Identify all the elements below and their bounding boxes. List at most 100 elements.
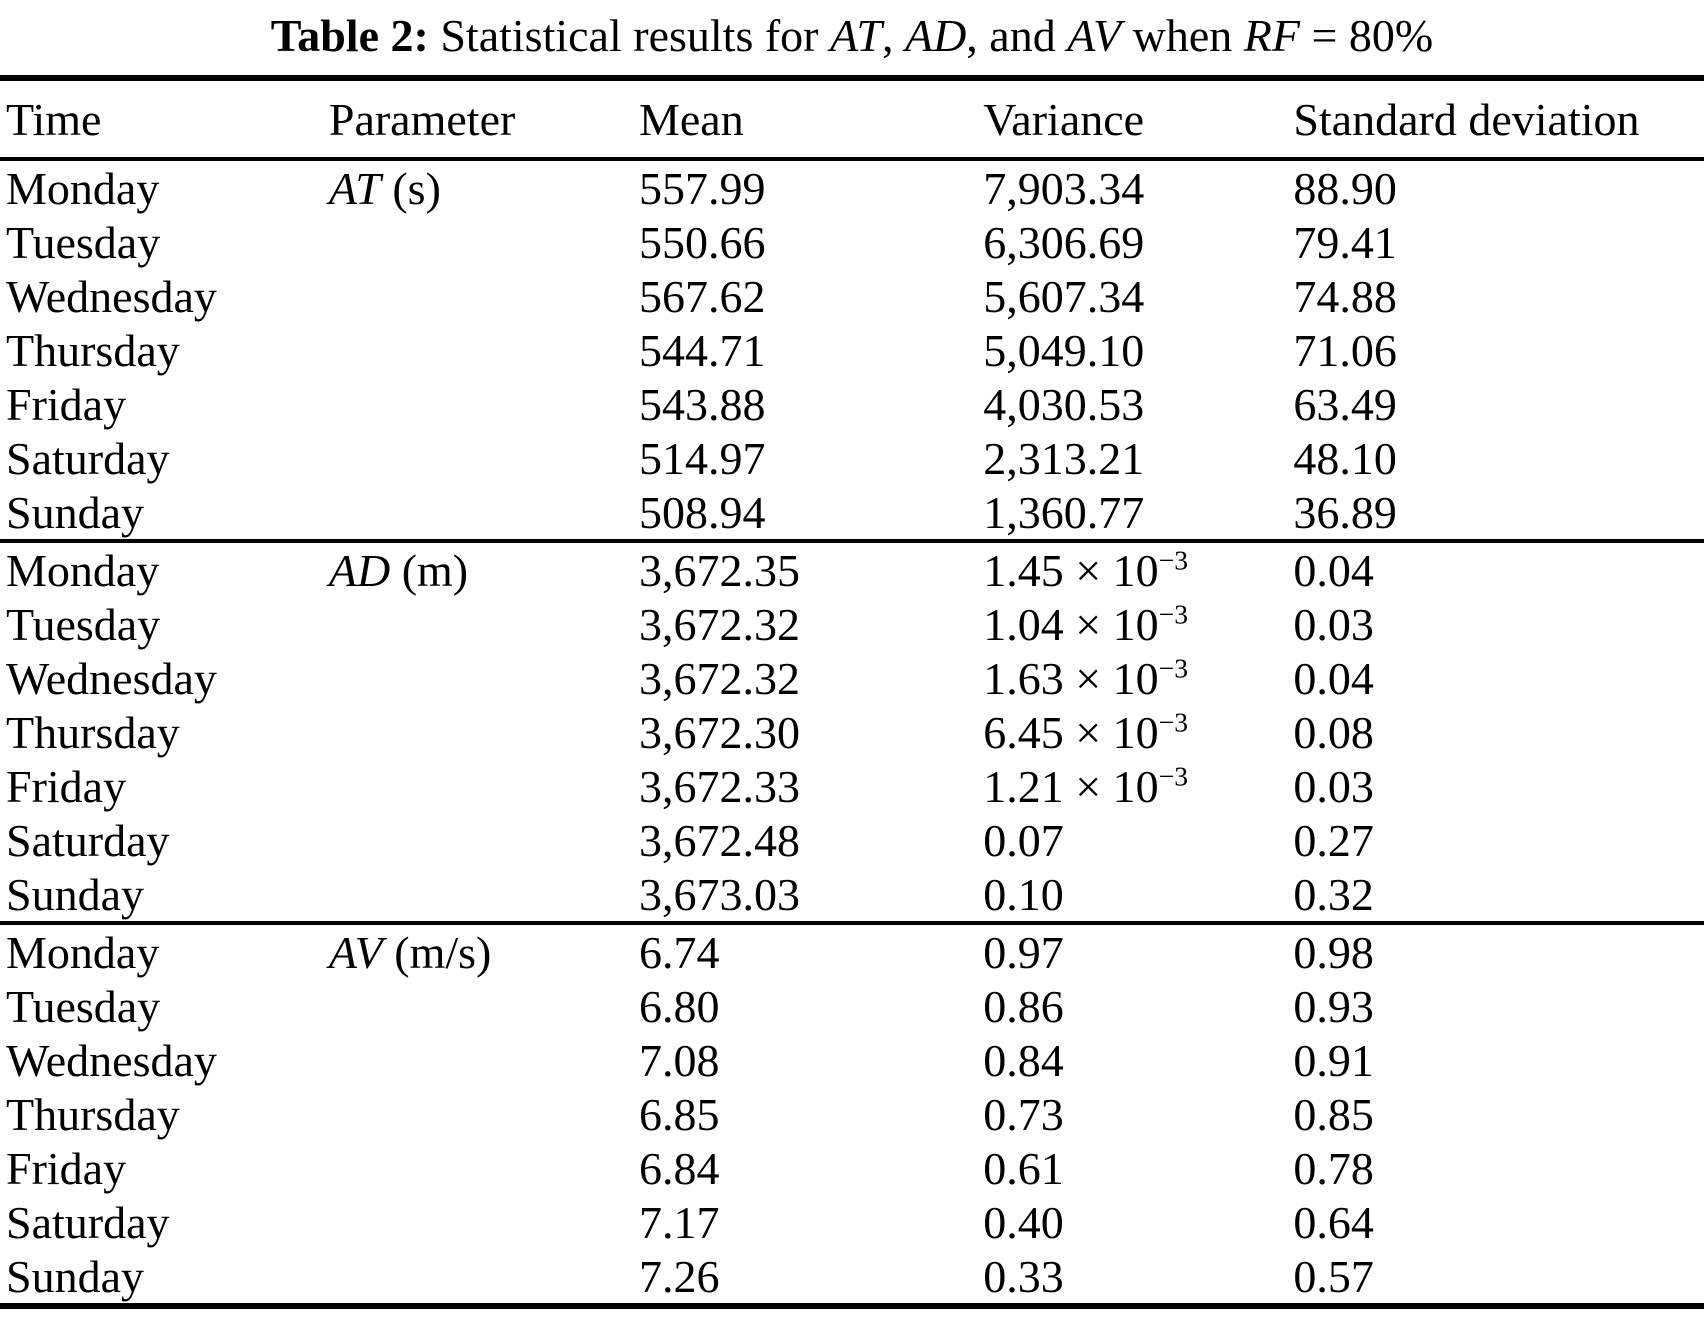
cell-variance: 0.97 [983, 921, 1294, 980]
cell-std: 0.85 [1293, 1088, 1374, 1140]
table-row: Tuesday 3,672.32 1.04 × 10−3 0.03 [0, 597, 1704, 651]
cell-variance: 4,030.53 [983, 378, 1145, 430]
table-row: Sunday 3,673.03 0.10 0.32 [0, 867, 1704, 923]
caption-var-rf: RF [1243, 10, 1300, 61]
cell-std: 0.08 [1293, 706, 1374, 758]
col-header-parameter: Parameter [328, 78, 639, 162]
cell-mean: 3,672.30 [638, 706, 800, 758]
table-row: Wednesday 567.62 5,607.34 74.88 [0, 269, 1704, 323]
cell-std: 0.57 [1293, 1250, 1374, 1302]
parameter-symbol: AV [328, 926, 383, 978]
caption-text: Statistical results for [428, 10, 830, 61]
table-row: Thursday 544.71 5,049.10 71.06 [0, 323, 1704, 377]
cell-parameter [329, 485, 639, 541]
cell-std: 0.91 [1293, 1034, 1374, 1086]
cell-time: Friday [6, 378, 127, 430]
cell-mean: 550.66 [638, 216, 766, 268]
parameter-unit: (s) [380, 162, 441, 214]
cell-std: 0.93 [1293, 980, 1374, 1032]
cell-parameter [329, 867, 639, 923]
cell-parameter [329, 1141, 639, 1195]
cell-std: 74.88 [1293, 270, 1397, 322]
table-row: Tuesday 6.80 0.86 0.93 [0, 979, 1704, 1033]
caption-var-ad: AD [904, 10, 967, 61]
caption-label: Table 2: [270, 10, 429, 61]
cell-variance: 1,360.77 [983, 486, 1145, 538]
table-row: Monday AD (m) 3,672.35 1.45 × 10−3 0.04 [0, 539, 1704, 598]
cell-parameter [329, 705, 639, 759]
variance-exponent: −3 [1158, 544, 1188, 576]
cell-parameter [329, 1033, 639, 1087]
parameter-symbol: AT [328, 162, 381, 214]
cell-std: 63.49 [1293, 378, 1397, 430]
parameter-symbol: AD [328, 544, 391, 596]
cell-variance: 0.33 [983, 1250, 1064, 1302]
cell-variance: 1.04 × 10−3 [983, 598, 1188, 650]
cell-variance: 0.40 [983, 1196, 1064, 1248]
table-row: Thursday 6.85 0.73 0.85 [0, 1087, 1704, 1141]
cell-mean: 508.94 [638, 486, 766, 538]
section-at: Monday AT (s) 557.99 7,903.34 88.90 Tues… [0, 159, 1704, 541]
cell-variance: 5,607.34 [983, 270, 1145, 322]
cell-parameter [329, 431, 639, 485]
variance-exponent: −3 [1158, 706, 1188, 738]
cell-mean: 6.85 [638, 1088, 720, 1140]
table-row: Sunday 508.94 1,360.77 36.89 [0, 485, 1704, 541]
col-header-std: Standard deviation [1293, 78, 1704, 162]
table-row: Wednesday 3,672.32 1.63 × 10−3 0.04 [0, 651, 1704, 705]
cell-variance: 1.21 × 10−3 [983, 760, 1188, 812]
cell-variance: 0.10 [983, 868, 1064, 920]
cell-std: 79.41 [1293, 216, 1397, 268]
cell-std: 0.78 [1293, 1142, 1374, 1194]
cell-parameter [329, 1087, 639, 1141]
cell-mean: 557.99 [638, 162, 766, 214]
table-row: Wednesday 7.08 0.84 0.91 [0, 1033, 1704, 1087]
caption-var-av: AV [1067, 10, 1122, 61]
cell-variance: 0.73 [983, 1088, 1064, 1140]
cell-variance: 0.86 [983, 980, 1064, 1032]
cell-mean: 6.80 [638, 980, 720, 1032]
variance-exponent: −3 [1158, 652, 1188, 684]
cell-std: 0.03 [1293, 598, 1374, 650]
cell-std: 0.04 [1293, 539, 1704, 598]
cell-mean: 567.62 [638, 270, 766, 322]
cell-std: 88.90 [1293, 162, 1397, 214]
cell-time: Sunday [6, 486, 144, 538]
cell-time: Sunday [6, 1250, 144, 1302]
table-row: Saturday 7.17 0.40 0.64 [0, 1195, 1704, 1249]
cell-variance: 0.07 [983, 814, 1064, 866]
section-av: Monday AV (m/s) 6.74 0.97 0.98 Tuesday 6… [0, 921, 1704, 1306]
table-row: Friday 6.84 0.61 0.78 [0, 1141, 1704, 1195]
cell-parameter [329, 323, 639, 377]
cell-parameter: AD (m) [328, 539, 639, 598]
cell-std: 0.03 [1293, 760, 1374, 812]
cell-parameter [329, 813, 639, 867]
cell-variance: 0.61 [983, 1142, 1064, 1194]
cell-time: Thursday [6, 324, 180, 376]
cell-time: Wednesday [6, 1034, 217, 1086]
cell-parameter: AT (s) [329, 159, 639, 215]
cell-mean: 3,672.48 [638, 814, 800, 866]
cell-variance: 5,049.10 [983, 324, 1145, 376]
table-row: Monday AT (s) 557.99 7,903.34 88.90 [0, 159, 1704, 215]
cell-time: Thursday [6, 1088, 180, 1140]
cell-mean: 3,672.32 [638, 652, 800, 704]
cell-variance: 0.84 [983, 1034, 1064, 1086]
cell-variance: 6,306.69 [983, 216, 1145, 268]
cell-parameter [329, 215, 639, 269]
table-caption: Table 2: Statistical results for AT, AD,… [270, 10, 1434, 61]
statistics-table: Time Parameter Mean Variance Standard de… [0, 75, 1704, 1310]
cell-mean: 7.26 [638, 1250, 720, 1302]
cell-time: Tuesday [6, 980, 161, 1032]
cell-parameter [329, 979, 639, 1033]
cell-time: Sunday [6, 868, 144, 920]
caption-var-at: AT [829, 10, 882, 61]
cell-mean: 514.97 [638, 432, 766, 484]
cell-time: Friday [6, 760, 127, 812]
cell-time: Monday [6, 162, 160, 214]
cell-mean: 6.74 [638, 921, 984, 980]
cell-std: 0.27 [1293, 814, 1374, 866]
cell-parameter [329, 651, 639, 705]
cell-std: 71.06 [1293, 324, 1397, 376]
